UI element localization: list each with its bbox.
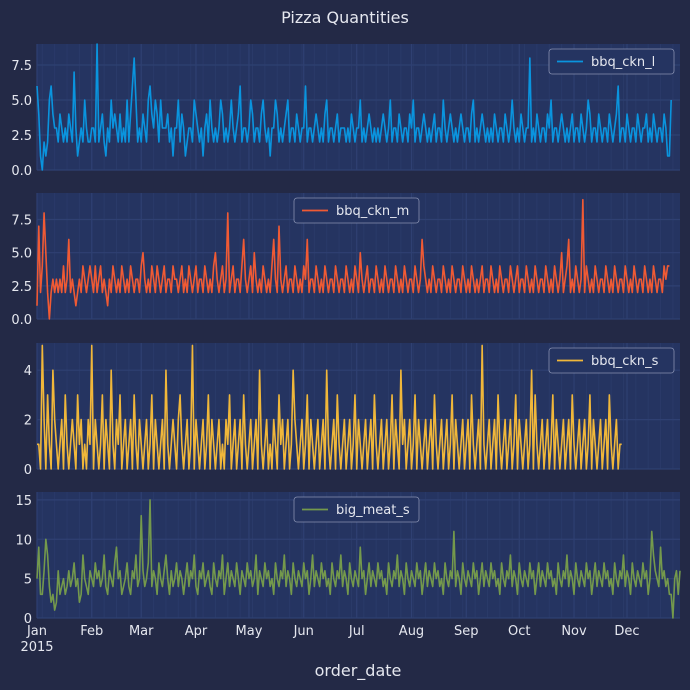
- legend-label: bbq_ckn_s: [591, 354, 659, 369]
- legend-bbq_ckn_s: bbq_ckn_s: [548, 347, 675, 374]
- legend-box: [548, 48, 675, 75]
- y-tick-label: 2: [24, 414, 32, 429]
- panel-bbq_ckn_m: 0.0 2.5 5.0 7.5 bbq_ckn_m: [11, 193, 680, 328]
- x-tick-label: Sep: [454, 624, 479, 639]
- x-tick-label: Feb: [80, 624, 103, 639]
- y-tick-label: 5.0: [11, 247, 32, 262]
- y-tick-label: 0.0: [11, 164, 32, 179]
- legend-label: bbq_ckn_m: [336, 204, 409, 219]
- x-tick-label: Jul: [348, 624, 365, 639]
- series-line-bbq_ckn_m: [36, 198, 670, 320]
- series-line-bbq_ckn_l: [36, 43, 672, 171]
- legend-box: [548, 347, 675, 374]
- panel-big_meat_s: 0 5 10 15 big_meat_s: [15, 492, 681, 627]
- legend-box: [293, 197, 420, 224]
- y-tick-label: 7.5: [11, 59, 32, 74]
- x-tick-label: Mar: [129, 624, 154, 639]
- x-tick-label: May: [236, 624, 263, 639]
- y-tick-label: 0.0: [11, 313, 32, 328]
- chart-title: Pizza Quantities: [281, 8, 409, 27]
- x-tick-label: Jun: [293, 624, 314, 639]
- y-tick-label: 5.0: [11, 94, 32, 109]
- y-tick-label: 0: [24, 612, 32, 627]
- panel-bbq_ckn_s: 0 2 4 bbq_ckn_s: [24, 343, 680, 478]
- x-tick-label: Dec: [614, 624, 639, 639]
- panel-bbq_ckn_l: 0.0 2.5 5.0 7.5 bbq_ckn_l: [11, 43, 680, 179]
- legend-bbq_ckn_m: bbq_ckn_m: [293, 197, 420, 224]
- series-line-bbq_ckn_s: [37, 344, 622, 470]
- x-axis-label: order_date: [315, 661, 402, 681]
- x-tick-label: Jan: [26, 624, 47, 639]
- y-tick-label: 7.5: [11, 214, 32, 229]
- y-tick-label: 5: [24, 573, 32, 588]
- x-tick-label: Apr: [185, 624, 208, 639]
- x-tick-label: Nov: [561, 624, 587, 639]
- legend-box: [293, 496, 420, 523]
- y-tick-label: 4: [24, 364, 32, 379]
- x-year-label: 2015: [20, 640, 53, 655]
- y-tick-label: 2.5: [11, 280, 32, 295]
- x-tick-label: Aug: [399, 624, 424, 639]
- y-tick-label: 15: [15, 494, 32, 509]
- x-tick-label: Oct: [508, 624, 530, 639]
- legend-big_meat_s: big_meat_s: [293, 496, 420, 523]
- y-tick-label: 2.5: [11, 129, 32, 144]
- legend-bbq_ckn_l: bbq_ckn_l: [548, 48, 675, 75]
- series-line-big_meat_s: [36, 499, 681, 619]
- legend-label: bbq_ckn_l: [591, 55, 655, 70]
- legend-label: big_meat_s: [336, 503, 410, 518]
- y-tick-label: 10: [15, 533, 32, 548]
- panels: 0.0 2.5 5.0 7.5 bbq_ckn_l 0.0 2.5 5.0 7.5 bbq_ckn…: [11, 43, 681, 655]
- y-tick-label: 0: [24, 463, 32, 478]
